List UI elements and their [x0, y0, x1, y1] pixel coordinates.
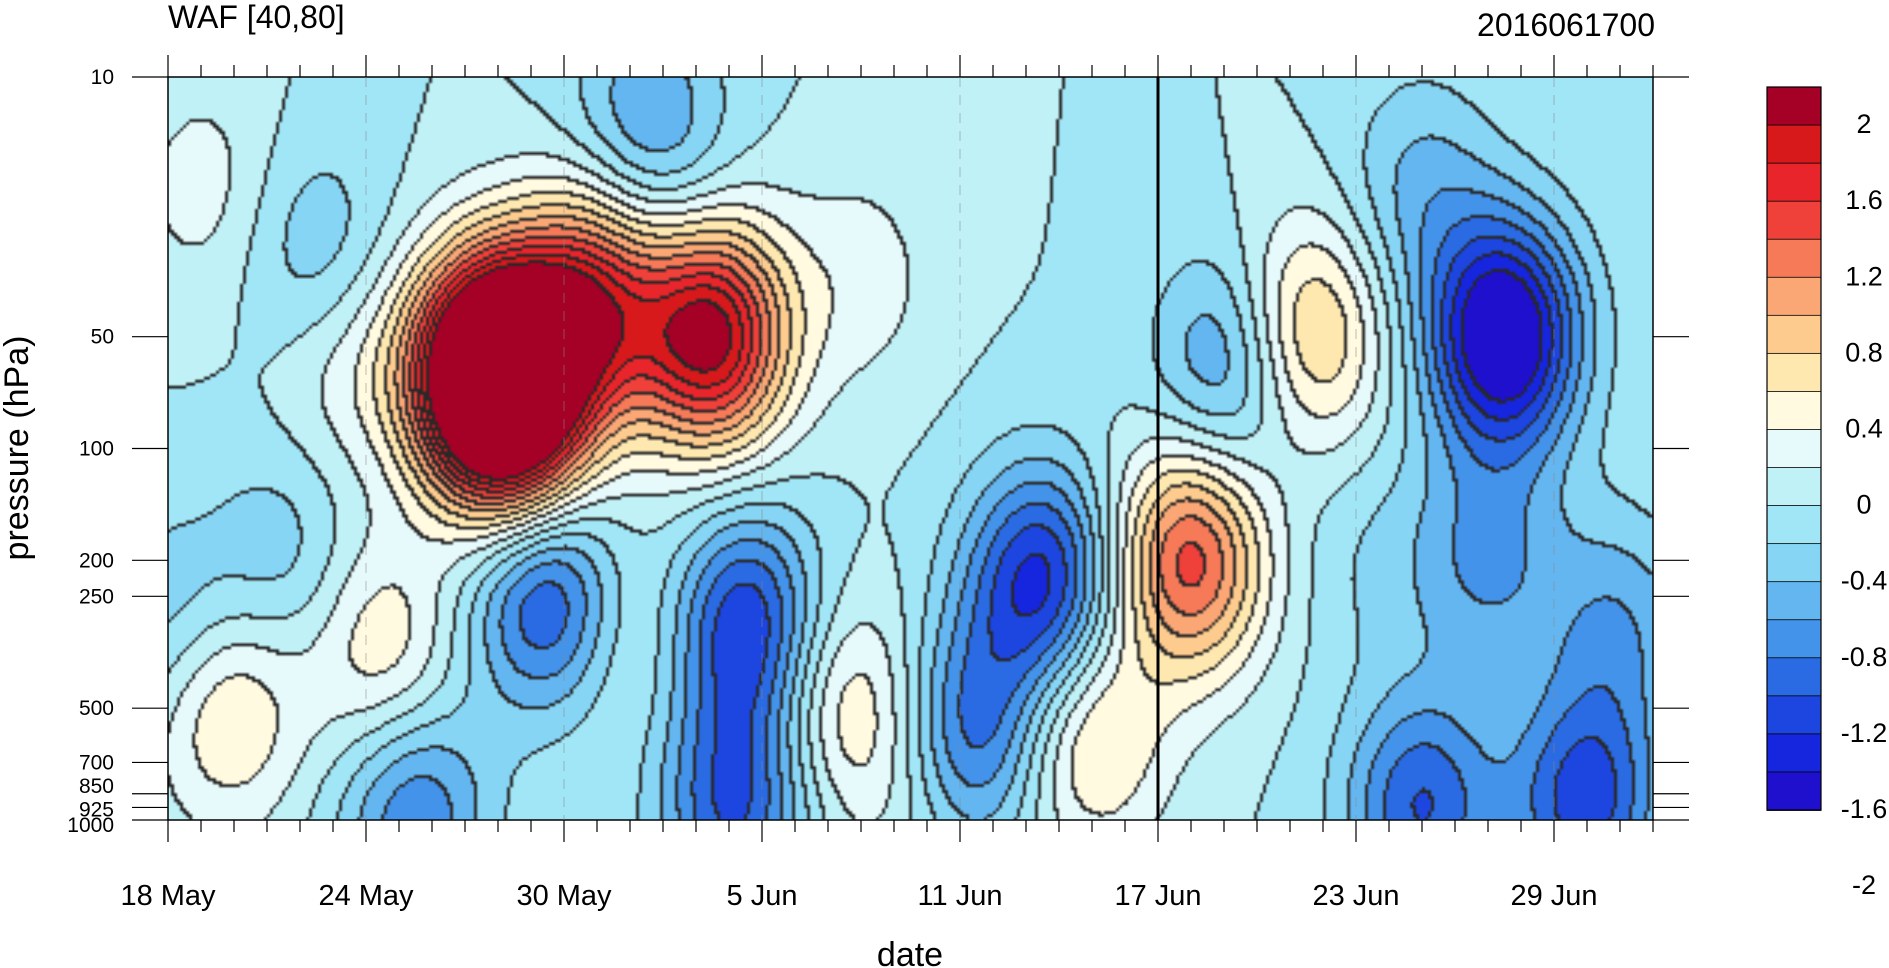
- chart-title: WAF [40,80]: [168, 0, 345, 35]
- y-tick-label: 10: [91, 66, 114, 89]
- x-tick-label: 30 May: [516, 880, 612, 912]
- colorbar-label: 0: [1856, 490, 1871, 520]
- colorbar-swatch: [1766, 391, 1822, 431]
- colorbar-label: 2: [1856, 109, 1871, 139]
- y-tick-label: 850: [79, 775, 114, 798]
- colorbar-swatch: [1766, 200, 1822, 241]
- x-tick-label: 11 Jun: [918, 880, 1003, 912]
- x-tick-label: 23 Jun: [1312, 880, 1399, 912]
- colorbar-swatch: [1766, 86, 1822, 126]
- x-axis-label: date: [877, 936, 943, 968]
- y-tick-label: 1000: [67, 814, 114, 837]
- x-axis: 18 May 24 May 30 May 5 Jun 11 Jun 17 Jun 23 Ju…: [120, 55, 1654, 912]
- y-tick-label: 50: [91, 326, 114, 349]
- colorbar-swatch: [1766, 581, 1822, 621]
- colorbar-swatch: [1766, 314, 1822, 355]
- contour-fill-image: [168, 77, 1653, 820]
- colorbar-label: -0.4: [1841, 566, 1888, 596]
- colorbar-swatch: [1766, 695, 1822, 735]
- contour-field: [168, 77, 1653, 820]
- colorbar-label: 0.4: [1845, 413, 1883, 443]
- colorbar-label: 0.8: [1845, 337, 1883, 367]
- y-tick-label: 925: [79, 798, 114, 821]
- colorbar-swatch: [1766, 352, 1822, 393]
- x-tick-label: 24 May: [318, 880, 414, 912]
- colorbar-swatch: [1766, 771, 1822, 811]
- y-tick-label: 200: [79, 549, 114, 572]
- colorbar-swatch: [1766, 619, 1822, 659]
- colorbar-swatch: [1766, 162, 1822, 203]
- colorbar-frame: [1766, 86, 1822, 811]
- colorbar-label: 1.2: [1845, 261, 1883, 291]
- colorbar-swatch: [1766, 505, 1822, 545]
- y-tick-label: 250: [79, 585, 114, 608]
- colorbar-label: 1.6: [1845, 185, 1883, 215]
- colorbar-swatch: [1766, 733, 1822, 773]
- x-tick-label: 17 Jun: [1114, 880, 1201, 912]
- colorbar-swatch: [1766, 429, 1822, 469]
- chart-date-stamp: 2016061700: [1477, 7, 1655, 43]
- colorbar: 2 1.6 1.2 0.8 0.4 0 -0.4 -0.8 -1.2 -1.6 -2: [1766, 86, 1888, 900]
- colorbar-swatch: [1766, 238, 1822, 279]
- x-tick-label: 5 Jun: [727, 880, 798, 912]
- y-tick-label: 700: [79, 751, 114, 774]
- colorbar-swatch: [1766, 124, 1822, 165]
- colorbar-swatch: [1766, 543, 1822, 583]
- x-tick-label: 29 Jun: [1510, 880, 1597, 912]
- colorbar-label: -1.6: [1841, 794, 1888, 824]
- x-tick-label: 18 May: [120, 880, 216, 912]
- y-tick-label: 500: [79, 697, 114, 720]
- colorbar-label: -2: [1852, 870, 1876, 900]
- colorbar-swatch: [1766, 276, 1822, 317]
- y-tick-label: 100: [79, 438, 114, 461]
- colorbar-swatch: [1766, 467, 1822, 507]
- colorbar-swatch: [1766, 657, 1822, 697]
- colorbar-label: -1.2: [1841, 718, 1888, 748]
- y-axis-label: pressure (hPa): [0, 336, 36, 561]
- colorbar-label: -0.8: [1841, 642, 1888, 672]
